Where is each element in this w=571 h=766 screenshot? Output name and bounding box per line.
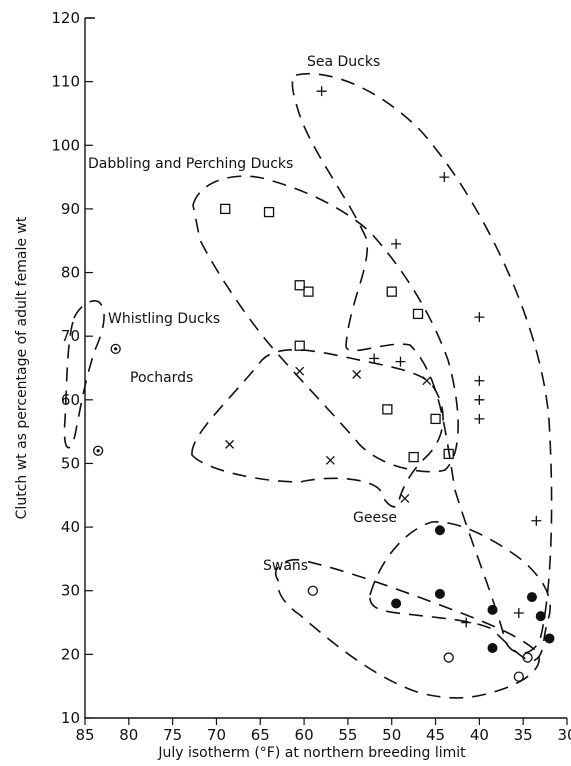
data-point bbox=[474, 375, 485, 386]
data-points bbox=[92, 86, 555, 682]
x-tick-label: 80 bbox=[119, 726, 138, 744]
y-tick-label: 80 bbox=[61, 264, 80, 282]
data-point bbox=[225, 439, 235, 449]
data-point bbox=[544, 633, 555, 644]
label-pochards: Pochards bbox=[130, 370, 193, 386]
data-point bbox=[386, 286, 397, 297]
axes: 858075706560555045403530 102030405060708… bbox=[51, 9, 571, 744]
x-tick-label: 45 bbox=[426, 726, 445, 744]
data-point bbox=[434, 588, 445, 599]
data-point bbox=[391, 598, 402, 609]
envelope-geese bbox=[369, 521, 551, 662]
data-point bbox=[382, 404, 393, 415]
data-point bbox=[295, 366, 305, 376]
y-tick-label: 10 bbox=[61, 709, 80, 727]
data-point bbox=[303, 286, 314, 297]
label-swans: Swans bbox=[263, 558, 308, 574]
data-point bbox=[487, 604, 498, 615]
data-point bbox=[513, 671, 524, 682]
data-point bbox=[531, 515, 542, 526]
data-point bbox=[369, 353, 380, 364]
data-point bbox=[352, 369, 362, 379]
x-tick-label: 40 bbox=[470, 726, 489, 744]
data-point bbox=[408, 451, 419, 463]
envelope-sea-ducks bbox=[291, 72, 553, 654]
y-tick-label: 50 bbox=[61, 454, 80, 472]
envelope-whistling-ducks bbox=[63, 300, 105, 449]
x-tick-label: 30 bbox=[557, 726, 571, 744]
data-point bbox=[526, 592, 537, 603]
data-point bbox=[307, 585, 319, 596]
data-point bbox=[430, 413, 441, 425]
y-tick-label: 70 bbox=[61, 327, 80, 345]
x-tick-label: 75 bbox=[163, 726, 182, 744]
x-tick-label: 85 bbox=[75, 726, 94, 744]
data-point bbox=[92, 445, 104, 456]
label-dabbling-perching-ducks: Dabbling and Perching Ducks bbox=[88, 156, 293, 172]
data-point bbox=[474, 413, 485, 424]
label-sea-ducks: Sea Ducks bbox=[307, 54, 380, 70]
label-whistling-ducks: Whistling Ducks bbox=[108, 311, 220, 327]
x-axis-label: July isotherm (°F) at northern breeding … bbox=[157, 745, 466, 761]
data-point bbox=[443, 652, 454, 663]
data-point bbox=[294, 280, 305, 291]
envelope-dabbling-perching-ducks bbox=[192, 175, 459, 473]
x-tick-label: 70 bbox=[207, 726, 226, 744]
envelope-swans bbox=[275, 558, 540, 699]
data-point bbox=[434, 525, 445, 536]
data-point bbox=[263, 206, 275, 218]
y-tick-label: 40 bbox=[61, 518, 80, 536]
envelope-pochards bbox=[191, 348, 444, 508]
data-point bbox=[535, 611, 546, 622]
label-geese: Geese bbox=[353, 510, 397, 526]
x-tick-label: 50 bbox=[382, 726, 401, 744]
y-tick-label: 30 bbox=[61, 582, 80, 600]
x-tick-label: 65 bbox=[251, 726, 270, 744]
data-point bbox=[391, 238, 402, 249]
data-point bbox=[400, 493, 410, 503]
data-point bbox=[110, 343, 121, 355]
data-point bbox=[461, 617, 472, 628]
x-axis-ticks: 85 80 75 70 65 60 55 50 45 40 35 30 bbox=[75, 718, 571, 744]
data-point bbox=[474, 312, 485, 323]
data-point bbox=[487, 643, 498, 653]
y-axis-ticks: 10 20 30 40 50 60 70 80 90 100 110 120 bbox=[51, 9, 93, 727]
y-tick-label: 110 bbox=[51, 73, 80, 91]
data-point bbox=[422, 376, 432, 386]
data-point bbox=[522, 652, 533, 663]
data-point bbox=[294, 340, 305, 351]
chart-labels: July isotherm (°F) at northern breeding … bbox=[14, 54, 466, 761]
x-tick-label: 55 bbox=[338, 726, 357, 744]
data-point bbox=[395, 356, 406, 367]
data-point bbox=[325, 455, 335, 465]
data-point bbox=[513, 608, 524, 618]
y-tick-label: 100 bbox=[51, 136, 80, 154]
data-point bbox=[412, 308, 424, 320]
y-axis-label: Clutch wt as percentage of adult female … bbox=[14, 216, 30, 519]
data-point bbox=[443, 448, 454, 460]
data-point bbox=[220, 203, 231, 215]
x-tick-label: 60 bbox=[295, 726, 314, 744]
data-point bbox=[439, 172, 450, 183]
y-tick-label: 20 bbox=[61, 645, 80, 663]
y-tick-label: 90 bbox=[61, 200, 80, 218]
x-tick-label: 35 bbox=[514, 726, 533, 744]
group-envelopes bbox=[63, 72, 553, 699]
y-tick-label: 60 bbox=[61, 391, 80, 409]
y-tick-label: 120 bbox=[51, 9, 80, 27]
data-point bbox=[474, 394, 485, 405]
data-point bbox=[316, 86, 327, 97]
